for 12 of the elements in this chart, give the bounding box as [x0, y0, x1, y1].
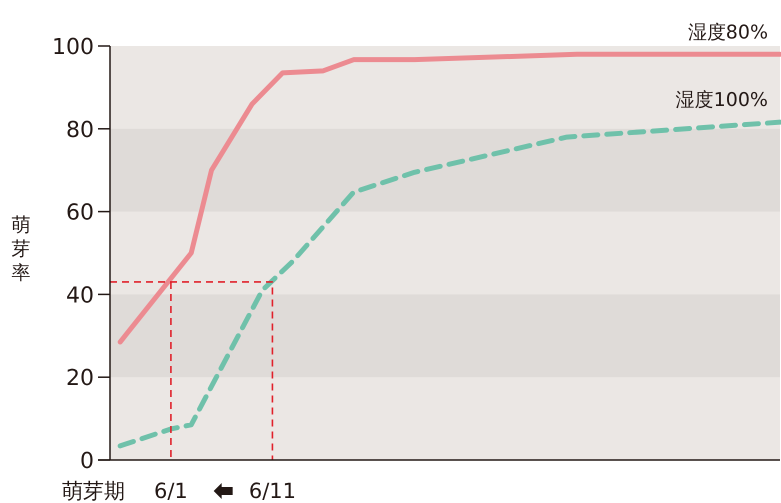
y-tick-label: 100	[52, 35, 94, 60]
x-axis-title: 萌芽期	[62, 479, 125, 503]
y-tick-label: 60	[66, 200, 94, 226]
y-tick-label: 40	[66, 283, 94, 308]
y-tick-label: 80	[66, 118, 94, 143]
y-tick-label: 20	[66, 366, 94, 392]
x-tick-label: 6/11	[248, 479, 296, 503]
series-label: 湿度100%	[676, 89, 768, 112]
series-label: 湿度80%	[688, 21, 768, 44]
x-tick-label: 6/1	[154, 479, 188, 503]
y-tick-label: 0	[80, 449, 94, 474]
y-axis-title: 萌芽率	[12, 214, 30, 284]
